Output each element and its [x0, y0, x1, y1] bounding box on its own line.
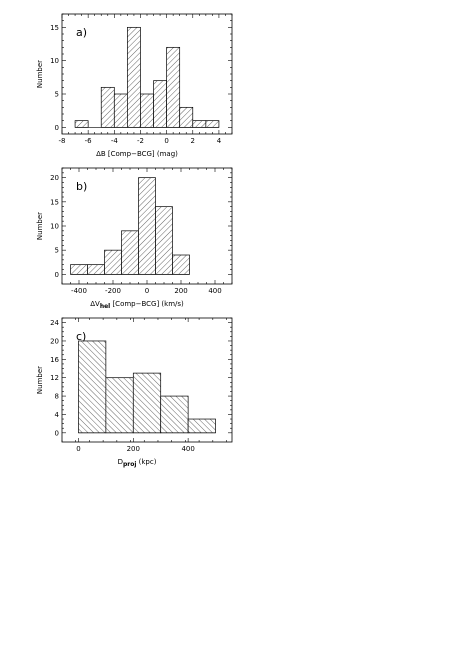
y-tick-label: 5 — [55, 247, 59, 255]
histogram-bar — [160, 395, 189, 434]
histogram-bar — [121, 230, 139, 275]
x-tick-label: -2 — [137, 137, 144, 145]
histogram-bar — [205, 120, 220, 128]
x-tick-label: 2 — [191, 137, 195, 145]
x-axis-label: ΔVhel [Comp−BCG] (km/s) — [90, 300, 184, 310]
y-tick-label: 4 — [55, 411, 60, 419]
x-axis-label-subscript: hel — [100, 303, 110, 310]
histogram-bar — [105, 377, 134, 434]
x-axis-label: ΔB [Comp−BCG] (mag) — [96, 150, 178, 158]
histogram-bar — [74, 120, 89, 128]
x-axis-label-subscript: proj — [123, 461, 136, 468]
x-axis-label-main: ΔV — [90, 300, 100, 308]
histogram-bar — [100, 86, 115, 128]
x-tick-label: 0 — [145, 287, 149, 295]
histogram-bar — [166, 46, 181, 128]
histogram-bar — [187, 418, 216, 434]
x-axis-label-unit: (kpc) — [136, 458, 156, 466]
x-axis-label-unit: [Comp−BCG] (km/s) — [110, 300, 184, 308]
x-tick-label: 200 — [127, 445, 140, 453]
histogram-bar — [127, 26, 141, 128]
histogram-bar — [179, 106, 194, 128]
y-tick-label: 16 — [50, 356, 59, 364]
y-tick-label: 0 — [55, 124, 59, 132]
histogram-bar — [104, 249, 122, 275]
histogram-bar — [140, 93, 154, 128]
x-tick-label: -200 — [105, 287, 121, 295]
x-tick-label: -6 — [85, 137, 93, 145]
histogram-bar — [153, 80, 167, 128]
x-tick-label: -8 — [59, 137, 66, 145]
x-tick-label: 400 — [181, 445, 194, 453]
panel-b: -400 -200 0 200 400 0 5 10 15 20 b) Number ΔVhel [Co… — [36, 167, 233, 310]
y-tick-label: 24 — [50, 319, 59, 327]
histogram-bar — [132, 372, 162, 434]
y-tick-label: 20 — [50, 174, 59, 182]
histogram-bar — [78, 340, 107, 434]
histogram-bar — [172, 254, 190, 275]
y-tick-label: 5 — [55, 91, 59, 99]
panel-label: c) — [76, 330, 86, 343]
x-axis-label-main: ΔB [Comp−BCG] (mag) — [96, 150, 178, 158]
x-tick-label: 200 — [174, 287, 187, 295]
x-tick-label: -400 — [71, 287, 87, 295]
histogram-bar — [192, 120, 207, 128]
panel-c: 0 200 400 0 4 8 12 16 20 24 c) Number Dproj (kpc) — [36, 317, 233, 468]
y-tick-label: 15 — [50, 198, 59, 206]
x-tick-label: 0 — [76, 445, 80, 453]
x-tick-label: -4 — [111, 137, 119, 145]
y-tick-label: 0 — [55, 271, 59, 279]
plot-frame — [61, 317, 233, 443]
y-axis-label: Number — [36, 212, 44, 240]
y-tick-label: 10 — [50, 223, 59, 231]
x-tick-label: 400 — [208, 287, 221, 295]
histogram-bar — [113, 93, 128, 128]
x-axis-label: Dproj (kpc) — [118, 458, 157, 468]
histogram-bar — [155, 206, 173, 275]
y-tick-label: 10 — [50, 57, 59, 65]
histogram-bar — [87, 264, 105, 275]
y-tick-label: 12 — [50, 374, 59, 382]
panel-label: a) — [76, 26, 87, 39]
panel-a: -8 -6 -4 -2 0 2 4 0 5 10 15 a) Number ΔB [Comp−BCG] (… — [36, 13, 233, 158]
histogram-bar — [138, 177, 156, 275]
histogram-bar — [70, 264, 88, 275]
y-tick-label: 8 — [55, 393, 59, 401]
y-axis-label: Number — [36, 366, 44, 394]
y-tick-label: 20 — [50, 337, 59, 345]
y-tick-label: 0 — [55, 429, 59, 437]
x-axis-label-main: D — [118, 458, 123, 466]
x-tick-label: 0 — [164, 137, 168, 145]
panel-label: b) — [76, 180, 87, 193]
y-tick-label: 15 — [50, 24, 59, 32]
y-axis-label: Number — [36, 60, 44, 88]
x-tick-label: 4 — [217, 137, 222, 145]
